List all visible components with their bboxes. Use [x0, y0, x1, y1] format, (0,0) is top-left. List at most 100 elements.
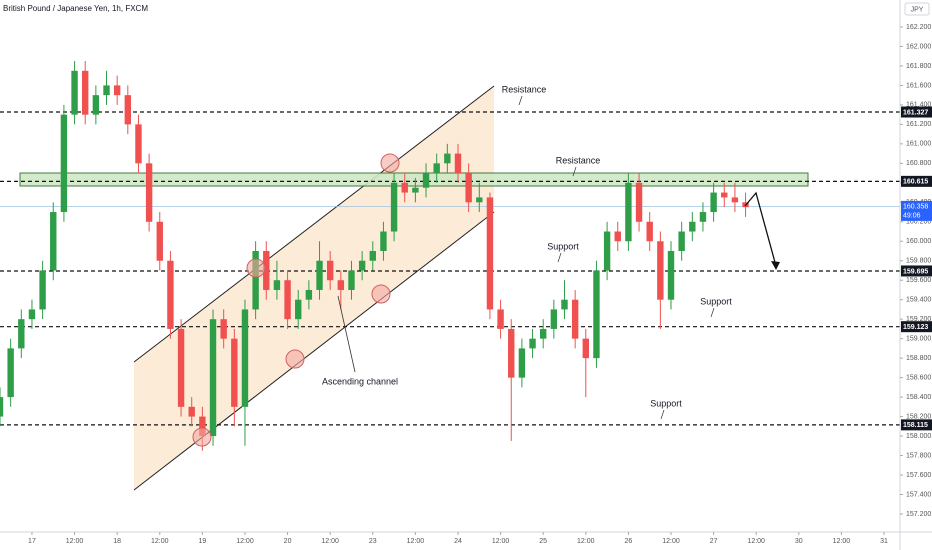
- candle-body: [71, 70, 78, 115]
- candle-body: [305, 289, 313, 300]
- candle-body: [316, 260, 323, 290]
- candle-body: [135, 124, 142, 164]
- candle-body: [177, 328, 185, 407]
- candle-body: [103, 85, 110, 96]
- candle-body: [465, 173, 472, 203]
- currency-label: JPY: [911, 6, 924, 13]
- y-tick-label: 161.600: [906, 82, 931, 89]
- y-tick-label: 158.800: [906, 355, 931, 362]
- candle-body: [689, 221, 696, 232]
- level-label-box: [901, 175, 932, 187]
- x-tick-label: 17: [28, 538, 36, 545]
- annotation-pointer: [518, 95, 523, 106]
- x-tick-label: 12:00: [747, 538, 765, 545]
- candle-body: [625, 182, 632, 242]
- candle-body: [444, 153, 451, 164]
- x-tick-label: 19: [198, 538, 206, 545]
- touch-circle: [380, 153, 400, 173]
- y-tick-label: 160.200: [906, 219, 931, 226]
- candle-body: [145, 163, 153, 222]
- channel-lower: [133, 211, 495, 491]
- candle-body: [337, 280, 345, 290]
- candle-body: [390, 182, 398, 232]
- annotation: Support: [650, 398, 682, 408]
- touch-circle: [246, 258, 266, 278]
- channel-pointer: [337, 295, 356, 373]
- projection-arrow: [744, 191, 777, 267]
- candle-body: [571, 299, 579, 339]
- candle-body: [635, 182, 643, 222]
- level-label: 158.115: [903, 422, 928, 429]
- annotation: Support: [547, 241, 579, 251]
- x-tick-label: 12:00: [236, 538, 254, 545]
- x-tick-label: 12:00: [321, 538, 339, 545]
- candle-body: [263, 251, 270, 290]
- candle-body: [284, 280, 291, 320]
- y-tick-label: 157.800: [906, 452, 931, 459]
- x-tick-label: 26: [625, 538, 633, 545]
- candle-body: [678, 231, 685, 252]
- y-tick-label: 157.600: [906, 472, 931, 479]
- level-label-box: [901, 265, 932, 277]
- x-tick-label: 20: [284, 538, 292, 545]
- touch-circle: [285, 349, 305, 369]
- candle-body: [326, 260, 334, 281]
- candle-body: [486, 197, 494, 310]
- candle-body: [209, 319, 217, 437]
- y-tick-label: 159.600: [906, 277, 931, 284]
- candle-body: [273, 280, 281, 290]
- x-tick-label: 12:00: [66, 538, 84, 545]
- candle-body: [529, 338, 536, 349]
- current-price-label: 160.358: [903, 204, 928, 211]
- y-tick-label: 160.000: [906, 238, 931, 245]
- candle-body: [380, 231, 387, 252]
- touch-circle: [192, 427, 212, 447]
- candle-body: [454, 153, 462, 174]
- currency-box: [904, 2, 930, 16]
- annotation-pointer: [660, 409, 665, 420]
- x-tick-label: 27: [710, 538, 718, 545]
- y-tick-label: 162.200: [906, 24, 931, 31]
- annotation: Resistance: [556, 155, 601, 165]
- y-tick-label: 157.400: [906, 491, 931, 498]
- level-label-box: [901, 106, 932, 118]
- x-tick-label: 12:00: [833, 538, 851, 545]
- touch-circle: [371, 284, 391, 304]
- candle-body: [550, 309, 558, 329]
- candle-body: [497, 309, 504, 329]
- y-tick-label: 161.000: [906, 141, 931, 148]
- y-tick-label: 157.200: [906, 511, 931, 518]
- candle-body: [603, 231, 611, 271]
- candle-body: [113, 85, 121, 96]
- touch-circles: [192, 153, 400, 447]
- x-tick-label: 30: [795, 538, 803, 545]
- chart-title: British Pound / Japanese Yen, 1h, FXCM: [3, 4, 148, 13]
- y-tick-label: 160.800: [906, 160, 931, 167]
- candle-body: [593, 270, 600, 359]
- y-tick-label: 161.400: [906, 102, 931, 109]
- candle-body: [252, 251, 259, 310]
- y-tick-label: 159.200: [906, 316, 931, 323]
- candle-body: [433, 163, 440, 174]
- candle-body: [50, 212, 57, 271]
- candle-body: [667, 251, 675, 300]
- candle-body: [295, 299, 302, 320]
- candle-body: [220, 319, 227, 339]
- y-tick-label: 158.000: [906, 433, 931, 440]
- candle-body: [582, 338, 589, 359]
- projection-arrow-head: [771, 261, 780, 270]
- level-label-box: [901, 321, 932, 333]
- current-price-box: [901, 200, 932, 221]
- annotation: Resistance: [502, 84, 547, 94]
- level-label: 159.695: [903, 268, 928, 275]
- candle-body: [412, 187, 419, 193]
- candle-body: [518, 348, 526, 378]
- candle-body: [731, 197, 739, 203]
- y-tick-label: 159.000: [906, 336, 931, 343]
- candle-body: [199, 416, 206, 437]
- x-tick-label: 12:00: [662, 538, 680, 545]
- x-tick-label: 18: [113, 538, 121, 545]
- level-label: 161.327: [903, 109, 928, 116]
- x-tick-label: 12:00: [151, 538, 169, 545]
- y-tick-label: 161.200: [906, 121, 931, 128]
